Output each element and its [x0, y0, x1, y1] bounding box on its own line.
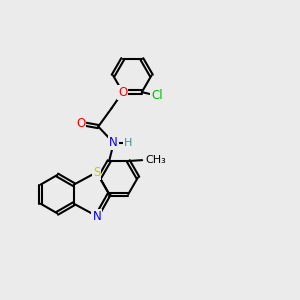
- Text: S: S: [93, 166, 100, 179]
- Text: N: N: [109, 136, 118, 149]
- Text: N: N: [92, 210, 101, 223]
- Text: H: H: [124, 138, 132, 148]
- Text: CH₃: CH₃: [145, 154, 166, 164]
- Text: O: O: [118, 85, 127, 99]
- Text: O: O: [76, 117, 85, 130]
- Text: Cl: Cl: [151, 89, 163, 102]
